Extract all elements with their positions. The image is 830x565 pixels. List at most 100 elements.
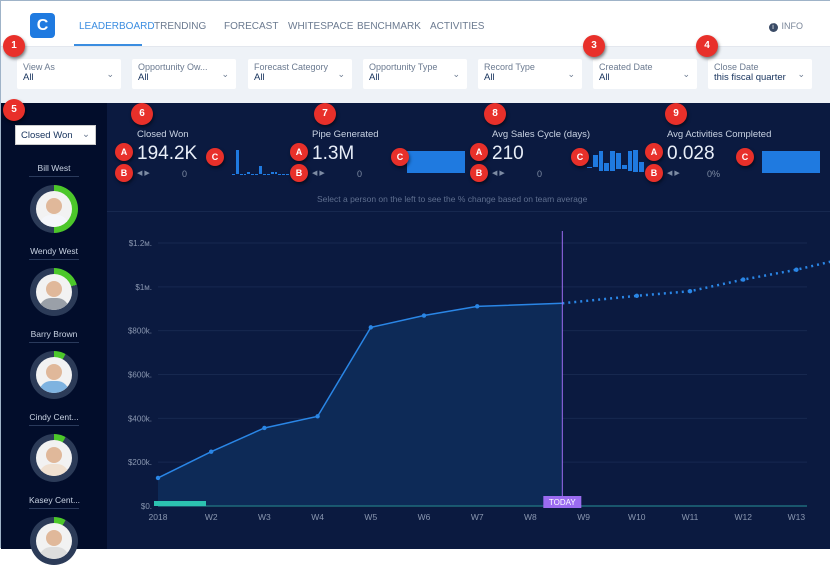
filter-2[interactable]: Forecast Category All ⌄ [248, 59, 352, 89]
filter-label: View As [23, 62, 55, 72]
kpi-change: 0% [707, 169, 721, 179]
filter-bar: View As All ⌄ Opportunity Ow... All ⌄ Forecast… [1, 47, 830, 103]
filter-label: Close Date [714, 62, 759, 72]
progress-ring [30, 268, 78, 316]
info-label: INFO [781, 21, 804, 31]
kpi-value: 210 [492, 143, 524, 164]
spark-bar [274, 171, 278, 174]
actual-point [155, 475, 161, 481]
prev-next-arrows-icon[interactable]: ◀ ▶ [667, 170, 680, 177]
spark-bar [616, 152, 621, 170]
kpi-value: 0.028 [667, 143, 715, 164]
kpi-value: 194.2K [137, 143, 198, 164]
prev-next-arrows-icon[interactable]: ◀ ▶ [492, 170, 505, 177]
spark-bar [235, 150, 239, 174]
filter-0[interactable]: View As All ⌄ [17, 59, 121, 89]
person-card[interactable]: Wendy West [29, 246, 79, 316]
person-card[interactable]: Cindy Cent... [29, 412, 79, 482]
spark-bar [251, 174, 255, 175]
app-logo[interactable]: C [30, 13, 55, 38]
actual-point [421, 313, 427, 318]
chevron-down-icon: ⌄ [337, 69, 345, 79]
tab-leaderboard[interactable]: LEADERBOARD [79, 21, 155, 32]
actual-point [209, 449, 214, 454]
tab-forecast[interactable]: FORECAST [224, 21, 279, 32]
kpi-1[interactable]: Pipe Generated 1.3M ◀ ▶ 0 [312, 103, 482, 213]
metric-select-value: Closed Won [21, 130, 73, 141]
x-tick-label: W3 [258, 512, 271, 522]
filter-1[interactable]: Opportunity Ow... All ⌄ [132, 59, 236, 89]
kpi-sparkline [232, 149, 290, 175]
filter-5[interactable]: Created Date All ⌄ [593, 59, 697, 89]
x-tick-label: W6 [418, 512, 431, 522]
spark-bar [598, 151, 604, 171]
prev-next-arrows-icon[interactable]: ◀ ▶ [312, 170, 325, 177]
filter-value: this fiscal quarter [714, 72, 786, 83]
callout-6: 6 [131, 103, 153, 125]
projected-point [634, 293, 639, 299]
callout-c: C [391, 148, 409, 166]
callout-3: 3 [583, 35, 605, 57]
tab-benchmark[interactable]: BENCHMARK [357, 21, 421, 32]
spark-bar [610, 151, 615, 171]
kpi-change: 0 [357, 169, 363, 179]
spark-bar [587, 167, 592, 168]
main-panel: Closed Won 194.2K ◀ ▶ 0 Pipe Generated 1… [107, 103, 830, 549]
spark-bar [621, 164, 627, 170]
callout-b: B [470, 164, 488, 182]
metric-select[interactable]: Closed Won ⌄ [15, 125, 96, 145]
kpi-0[interactable]: Closed Won 194.2K ◀ ▶ 0 [137, 103, 307, 213]
callout-5: 5 [3, 99, 25, 121]
actual-area [158, 303, 563, 506]
spark-bar [407, 151, 465, 173]
callout-c: C [206, 148, 224, 166]
callout-8: 8 [484, 103, 506, 125]
spark-bar [278, 174, 282, 175]
spark-bar [762, 151, 820, 173]
spark-bar [262, 174, 266, 175]
kpi-title: Closed Won [137, 129, 189, 140]
actual-point [368, 325, 373, 330]
person-card[interactable]: Bill West [29, 163, 79, 233]
filter-value: All [599, 72, 610, 83]
projected-point [741, 277, 746, 282]
person-card[interactable]: Kasey Cent... [29, 495, 80, 565]
prev-next-arrows-icon[interactable]: ◀ ▶ [137, 170, 150, 177]
chevron-down-icon: ⌄ [452, 69, 460, 79]
person-name: Kasey Cent... [29, 495, 80, 509]
x-tick-label: W12 [734, 512, 752, 522]
kpi-3[interactable]: Avg Activities Completed 0.028 ◀ ▶ 0% [667, 103, 830, 213]
x-tick-label: W5 [364, 512, 377, 522]
callout-a: A [290, 143, 308, 161]
chevron-down-icon: ⌄ [221, 69, 229, 79]
filter-6[interactable]: Close Date this fiscal quarter ⌄ [708, 59, 812, 89]
projected-point [794, 267, 799, 272]
top-nav: C LEADERBOARD TRENDING FORECAST WHITESPA… [1, 1, 830, 47]
actual-point [315, 414, 320, 419]
chevron-down-icon: ⌄ [797, 69, 805, 79]
filter-label: Opportunity Type [369, 62, 438, 72]
actual-series-line [157, 302, 563, 479]
filter-3[interactable]: Opportunity Type All ⌄ [363, 59, 467, 89]
tab-trending[interactable]: TRENDING [154, 21, 207, 32]
tab-activities[interactable]: ACTIVITIES [430, 21, 485, 32]
filter-label: Forecast Category [254, 62, 329, 72]
y-tick-label: $1м. [135, 283, 152, 292]
kpi-2[interactable]: Avg Sales Cycle (days) 210 ◀ ▶ 0 [492, 103, 662, 213]
info-button[interactable]: i INFO [768, 21, 804, 32]
callout-a: A [115, 143, 133, 161]
info-icon: i [768, 23, 778, 32]
filter-label: Opportunity Ow... [138, 62, 208, 72]
chevron-down-icon: ⌄ [106, 69, 114, 79]
callout-a: A [470, 143, 488, 161]
tab-whitespace[interactable]: WHITESPACE [288, 21, 354, 32]
filter-4[interactable]: Record Type All ⌄ [478, 59, 582, 89]
filter-value: All [254, 72, 265, 83]
spark-bar [255, 174, 259, 175]
x-tick-label: W2 [205, 512, 218, 522]
person-card[interactable]: Barry Brown [29, 329, 79, 399]
spark-bar [282, 173, 286, 175]
x-tick-label: W8 [524, 512, 537, 522]
y-tick-label: $800k. [128, 327, 152, 336]
quota-marker [154, 501, 206, 506]
